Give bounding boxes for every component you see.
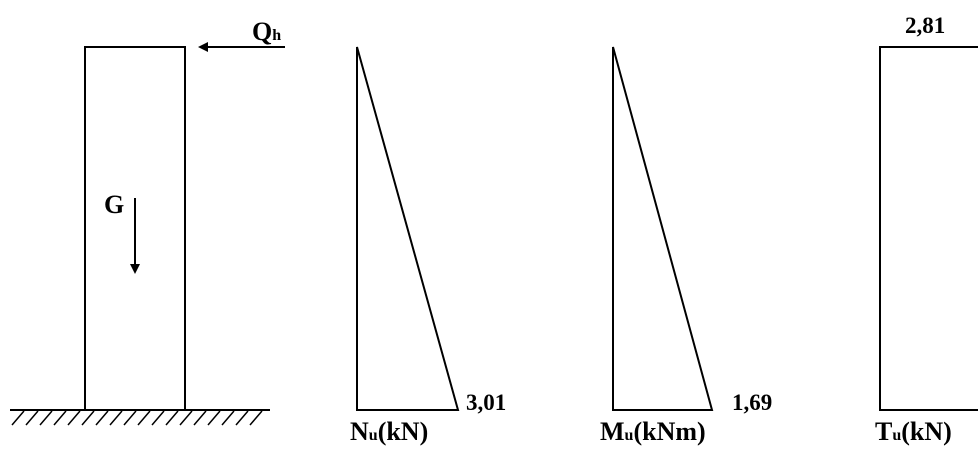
- ground-hatching: [12, 411, 262, 425]
- bending-moment-triangle: [613, 47, 712, 410]
- horizontal-load-symbol: Q: [252, 17, 272, 46]
- fixed-support: [10, 410, 270, 425]
- normal-force-diagram: 3,01 Nu(kN): [350, 47, 506, 446]
- normal-force-axis-label: Nu(kN): [350, 417, 428, 446]
- shear-force-axis-label: Tu(kN): [875, 417, 952, 446]
- normal-force-triangle: [357, 47, 458, 410]
- shear-force-value: 2,81: [905, 13, 945, 38]
- horizontal-load-subscript: h: [272, 27, 281, 44]
- weight-load-label: G: [104, 190, 124, 219]
- bending-moment-axis-label: Mu(kNm): [600, 417, 706, 446]
- shear-force-diagram: 2,81 Tu(kN): [875, 13, 978, 446]
- bending-moment-value: 1,69: [732, 390, 772, 415]
- shear-force-rectangle: [880, 47, 978, 410]
- normal-force-value: 3,01: [466, 390, 506, 415]
- horizontal-load-label: Qh: [252, 17, 281, 46]
- bending-moment-diagram: 1,69 Mu(kNm): [600, 47, 772, 446]
- column-figure: Qh G: [10, 17, 285, 425]
